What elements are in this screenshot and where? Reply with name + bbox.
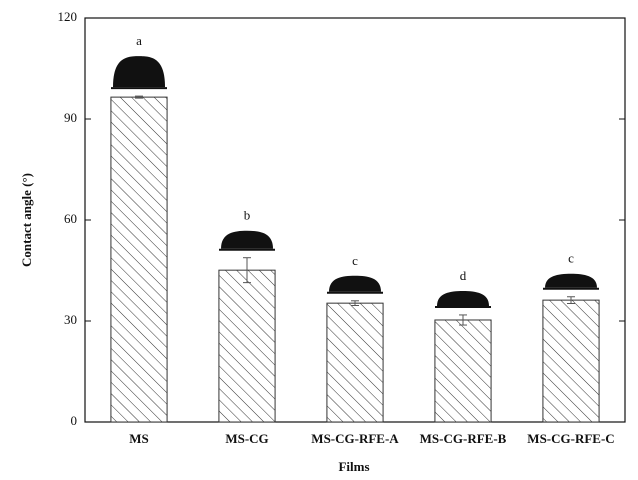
significance-letter: a [136, 33, 142, 48]
significance-letter: d [460, 268, 467, 283]
y-axis-label: Contact angle (°) [19, 173, 34, 267]
y-tick-label: 60 [64, 211, 77, 226]
significance-letter: c [352, 253, 358, 268]
x-tick-label: MS-CG-RFE-C [527, 431, 614, 446]
x-tick-label: MS-CG [225, 431, 268, 446]
droplet [329, 276, 381, 292]
x-tick-label: MS [129, 431, 149, 446]
chart: Films Contact angle (°) 0 30 60 90 120 MS a MS-… [0, 0, 638, 480]
bar [111, 97, 167, 422]
y-tick-label: 120 [58, 9, 78, 24]
significance-letter: c [568, 251, 574, 266]
droplet [545, 274, 597, 288]
bar [219, 270, 275, 422]
droplet [113, 56, 165, 87]
x-tick-label: MS-CG-RFE-B [420, 431, 507, 446]
x-axis-label: Films [338, 459, 369, 474]
droplet [437, 291, 489, 306]
x-tick-label: MS-CG-RFE-A [311, 431, 399, 446]
droplet [221, 231, 273, 249]
bar [327, 303, 383, 422]
significance-letter: b [244, 208, 251, 223]
bar [543, 300, 599, 422]
page: {"chart_data": { "type": "bar", "x_label… [0, 0, 638, 480]
y-tick-label: 30 [64, 312, 77, 327]
bar [435, 320, 491, 422]
y-tick-label: 0 [71, 413, 78, 428]
y-tick-label: 90 [64, 110, 77, 125]
